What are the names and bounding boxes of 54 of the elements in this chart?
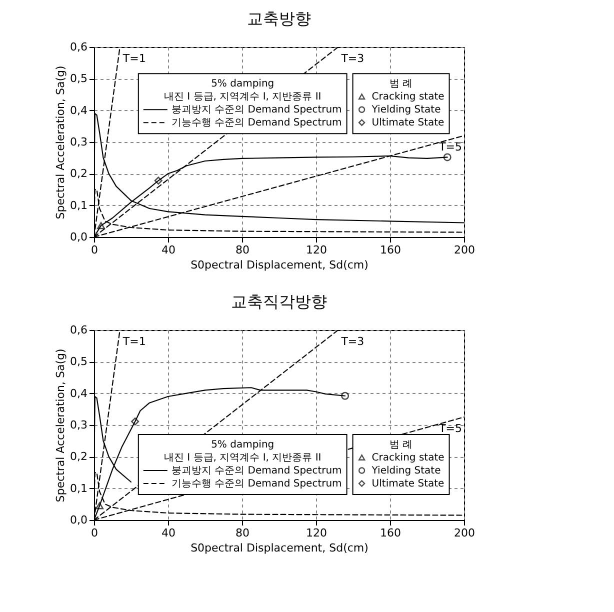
x-tick-label: 80 bbox=[236, 526, 250, 540]
legend-label: Yielding State bbox=[370, 466, 441, 476]
y-tick-label: 0,6 bbox=[70, 324, 88, 336]
series-label: T=1 bbox=[122, 335, 146, 348]
annotation: 5% damping bbox=[211, 78, 274, 90]
legend-title: 범 례 bbox=[389, 440, 413, 450]
x-tick-label: 40 bbox=[162, 526, 176, 540]
legend-label: Ultimate State bbox=[372, 478, 444, 490]
y-tick-label: 0,5 bbox=[70, 72, 88, 86]
x-tick-label: 80 bbox=[236, 244, 250, 256]
series-label: T=1 bbox=[122, 52, 146, 65]
y-tick-label: 0,2 bbox=[70, 167, 88, 180]
y-tick-label: 0,4 bbox=[70, 104, 88, 117]
x-tick-label: 120 bbox=[306, 526, 327, 540]
x-tick-label: 160 bbox=[380, 526, 401, 540]
x-tick-label: 200 bbox=[454, 244, 475, 256]
y-tick-label: 0,4 bbox=[70, 386, 88, 400]
chart-title: 교축직각방향 bbox=[231, 292, 327, 311]
y-axis-title: Spectral Acceleration, Sa(g) bbox=[54, 66, 68, 220]
y-axis-title: Spectral Acceleration, Sa(g) bbox=[54, 348, 68, 502]
legend-label: 붕괴방지 수준의 Demand Spectrum bbox=[171, 466, 342, 476]
y-tick-label: 0,1 bbox=[70, 482, 88, 495]
annotation: 내진 I 등급, 지역계수 I, 지반종류 II bbox=[164, 92, 322, 103]
y-tick-label: 0,3 bbox=[70, 136, 88, 148]
x-tick-label: 40 bbox=[162, 244, 176, 256]
y-tick-label: 0,5 bbox=[70, 355, 88, 368]
y-tick-label: 0,2 bbox=[70, 450, 88, 464]
legend-label: 붕괴방지 수준의 Demand Spectrum bbox=[171, 104, 342, 116]
legend-title: 범 례 bbox=[389, 78, 413, 90]
y-tick-label: 0,6 bbox=[70, 40, 88, 54]
legend-label: 기능수행 수준의 Demand Spectrum bbox=[171, 478, 342, 490]
series-label: T=3 bbox=[340, 335, 364, 348]
legend-label: Ultimate State bbox=[372, 118, 444, 129]
x-tick-label: 200 bbox=[454, 526, 475, 540]
chart-title: 교축방향 bbox=[247, 9, 311, 28]
legend-label: 기능수행 수준의 Demand Spectrum bbox=[171, 118, 342, 129]
legend-label: Cracking state bbox=[372, 452, 444, 464]
y-tick-label: 0,0 bbox=[70, 514, 88, 526]
annotation: 내진 I 등급, 지역계수 I, 지반종류 II bbox=[164, 452, 322, 464]
y-tick-label: 0,0 bbox=[70, 230, 88, 244]
legend-label: Cracking state bbox=[372, 92, 444, 103]
y-tick-label: 0,1 bbox=[70, 198, 88, 212]
x-tick-label: 0 bbox=[91, 526, 98, 540]
x-axis-title: S0pectral Displacement, Sd(cm) bbox=[190, 258, 368, 272]
x-tick-label: 0 bbox=[91, 244, 98, 256]
x-tick-label: 120 bbox=[306, 244, 327, 256]
x-tick-label: 160 bbox=[380, 244, 401, 256]
x-axis-title: S0pectral Displacement, Sd(cm) bbox=[190, 542, 368, 554]
legend-label: Yielding State bbox=[370, 104, 441, 116]
series-label: T=5 bbox=[438, 422, 462, 436]
annotation: 5% damping bbox=[211, 440, 274, 450]
series-label: T=5 bbox=[438, 140, 462, 154]
y-tick-label: 0,3 bbox=[70, 418, 88, 432]
series-label: T=3 bbox=[340, 52, 364, 65]
